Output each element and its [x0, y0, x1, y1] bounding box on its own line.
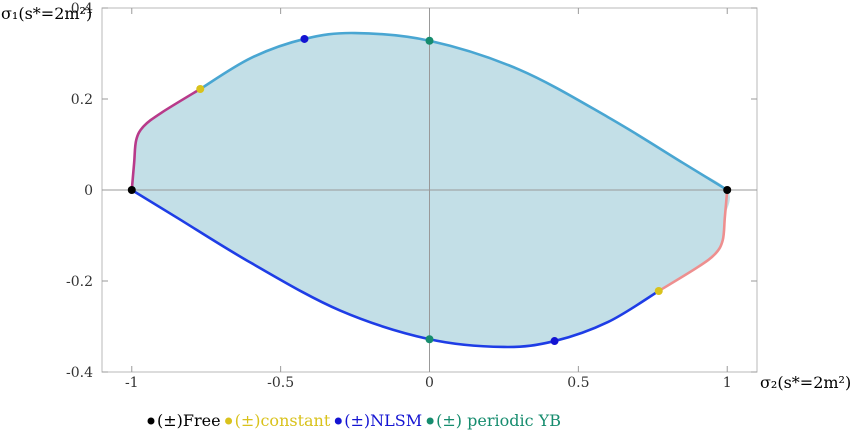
- free-point: [723, 186, 732, 194]
- periodic-point: [425, 335, 434, 344]
- y-tick-label: 0.4: [71, 1, 93, 17]
- boundary-curve: [198, 31, 729, 192]
- x-tick-label: -1: [125, 375, 139, 391]
- legend-free-label: (±)Free: [157, 411, 221, 430]
- legend-free-marker: [147, 417, 155, 425]
- x-tick-label: -0.5: [267, 375, 294, 391]
- x-axis-label: σ₂(s*=2m²): [760, 373, 851, 392]
- nlsm-point: [300, 34, 309, 43]
- boundary-curve: [130, 188, 661, 349]
- legend-periodic-yb-label: (±) periodic YB: [436, 411, 561, 430]
- legend-periodic-yb-marker: [426, 417, 434, 425]
- legend: (±)Free (±)constant (±)NLSM (±) periodic…: [147, 411, 561, 430]
- legend-constant-label: (±)constant: [235, 411, 331, 430]
- x-tick-label: 1: [723, 375, 732, 391]
- x-tick-label: 0: [425, 375, 434, 391]
- boundary-curve: [657, 188, 729, 293]
- y-axis-label: σ₁(s*=2m²): [1, 4, 92, 23]
- boundary-curves: [130, 31, 729, 349]
- legend-constant-marker: [225, 417, 233, 425]
- periodic-point: [425, 36, 434, 45]
- legend-nlsm-marker: [334, 417, 342, 425]
- y-tick-label: 0.2: [71, 92, 93, 108]
- free-point: [127, 186, 136, 194]
- legend-nlsm-label: (±)NLSM: [344, 411, 422, 430]
- constant-point: [654, 287, 663, 296]
- y-tick-label: -0.4: [66, 365, 93, 381]
- constant-point: [196, 84, 205, 93]
- y-tick-label: -0.2: [66, 274, 93, 290]
- x-tick-label: 0.5: [567, 375, 589, 391]
- tick-layer: -1 -0.5 0 0.5 1 0.4 0.2 0 -0.2 -0.4: [66, 1, 757, 391]
- marked-points: [127, 34, 732, 346]
- nlsm-point: [550, 337, 559, 346]
- y-tick-label: 0: [84, 183, 93, 199]
- boundary-curve: [130, 87, 202, 192]
